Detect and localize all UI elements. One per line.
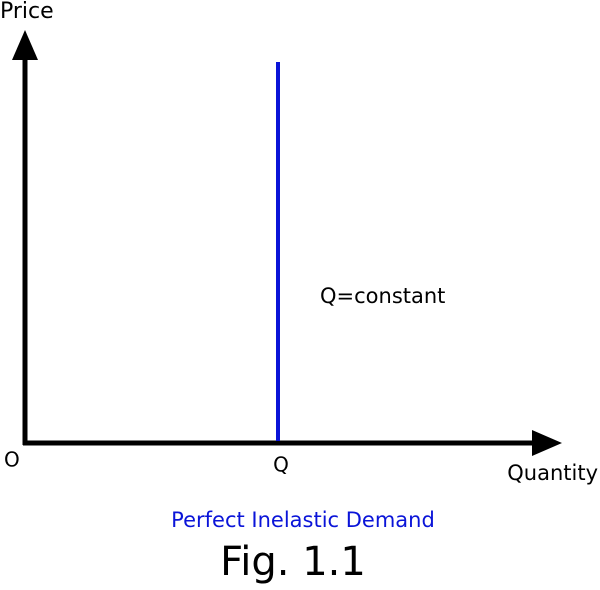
subtitle: Perfect Inelastic Demand [171,508,435,532]
curve-label: Q=constant [320,284,445,308]
y-axis-label: Price [0,0,54,24]
caption: Fig. 1.1 [220,539,366,585]
q-label: Q [273,453,289,477]
x-axis-label: Quantity [507,461,598,485]
x-axis-arrow [532,430,562,456]
origin-label: O [4,448,20,472]
y-axis-arrow [12,30,38,60]
